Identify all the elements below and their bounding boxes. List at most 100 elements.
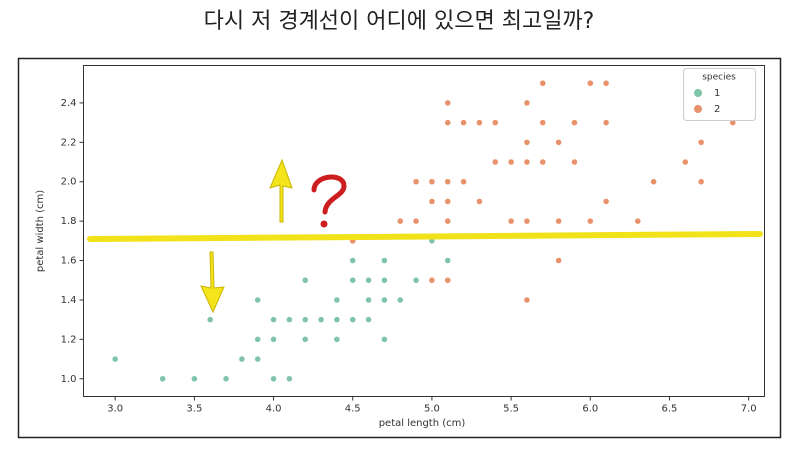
point (254, 336, 261, 343)
y-tick-label: 2.2 (61, 137, 77, 148)
point (602, 79, 610, 87)
point (270, 375, 277, 383)
point (555, 217, 562, 225)
point (412, 217, 420, 225)
x-tick-label: 5.5 (503, 404, 519, 415)
point (523, 139, 531, 146)
point (523, 158, 531, 166)
point (111, 355, 119, 363)
point (492, 119, 499, 126)
y-tick-label: 1.4 (61, 295, 77, 306)
point (349, 277, 356, 284)
point (444, 217, 452, 225)
point (254, 296, 261, 304)
point (301, 277, 309, 284)
x-tick-label: 7.0 (741, 404, 757, 415)
x-tick-label: 4.5 (345, 404, 361, 415)
legend: species 1 2 (683, 68, 756, 121)
x-tick-label: 5.0 (424, 404, 440, 415)
point (365, 316, 372, 323)
question-mark (311, 174, 347, 215)
point (602, 198, 610, 205)
point (602, 119, 610, 126)
point (365, 277, 372, 284)
point (507, 217, 515, 225)
point (301, 316, 309, 323)
point (523, 217, 531, 225)
annotations (87, 158, 763, 314)
x-tick-label: 3.5 (186, 404, 202, 415)
point (476, 198, 483, 205)
point (523, 99, 531, 107)
arrow-down (200, 251, 225, 314)
point (539, 79, 547, 87)
point (555, 257, 562, 264)
y-tick-label: 1.2 (61, 334, 77, 345)
point (682, 158, 689, 166)
point (286, 316, 293, 323)
point (270, 316, 277, 323)
point (286, 375, 293, 383)
legend-swatch (694, 89, 702, 97)
x-tick-label: 3.0 (107, 404, 123, 415)
point (650, 178, 657, 185)
point (444, 99, 452, 107)
point (507, 158, 515, 166)
point (222, 375, 230, 383)
arrow-up (269, 158, 293, 223)
point (301, 336, 309, 343)
point (381, 277, 388, 284)
point (587, 217, 594, 225)
point (539, 158, 547, 166)
point (333, 316, 341, 323)
question-dot (320, 220, 328, 228)
point (444, 178, 452, 185)
page-title: 다시 저 경계선이 어디에 있으면 최고일까? (204, 9, 595, 34)
point (381, 336, 388, 343)
frame (17, 57, 782, 439)
legend-label: 2 (714, 104, 720, 115)
point (365, 296, 372, 304)
y-tick-label: 1.0 (61, 374, 77, 385)
point (349, 316, 356, 323)
point (206, 316, 214, 323)
point (555, 139, 562, 146)
point (412, 178, 420, 185)
point (349, 257, 356, 264)
point (191, 375, 198, 383)
point (634, 217, 642, 225)
point (333, 336, 341, 343)
x-tick-label: 6.0 (582, 404, 598, 415)
point (444, 198, 452, 205)
point (396, 296, 404, 304)
point (571, 119, 578, 126)
legend-label: 1 (714, 88, 720, 99)
point (539, 119, 547, 126)
plot-area (83, 65, 765, 397)
y-tick-label: 2.4 (61, 98, 77, 109)
point (333, 296, 341, 304)
point (428, 277, 436, 284)
point (238, 355, 246, 363)
y-axis-label: petal width (cm) (35, 190, 46, 272)
x-tick-label: 6.5 (662, 404, 678, 415)
point (587, 79, 594, 87)
point (476, 119, 483, 126)
point (444, 119, 452, 126)
legend-swatch (694, 105, 702, 113)
x-tick-label: 4.0 (266, 404, 282, 415)
point (444, 277, 452, 284)
y-tick-label: 1.6 (61, 256, 77, 267)
point (428, 178, 436, 185)
point (270, 336, 277, 343)
legend-title: species (702, 73, 736, 83)
point (523, 296, 531, 304)
point (317, 316, 325, 323)
boundary-line (87, 231, 763, 242)
point (697, 178, 705, 185)
point (697, 139, 705, 146)
y-tick-label: 2.0 (61, 177, 77, 188)
point (460, 119, 467, 126)
point (381, 296, 388, 304)
